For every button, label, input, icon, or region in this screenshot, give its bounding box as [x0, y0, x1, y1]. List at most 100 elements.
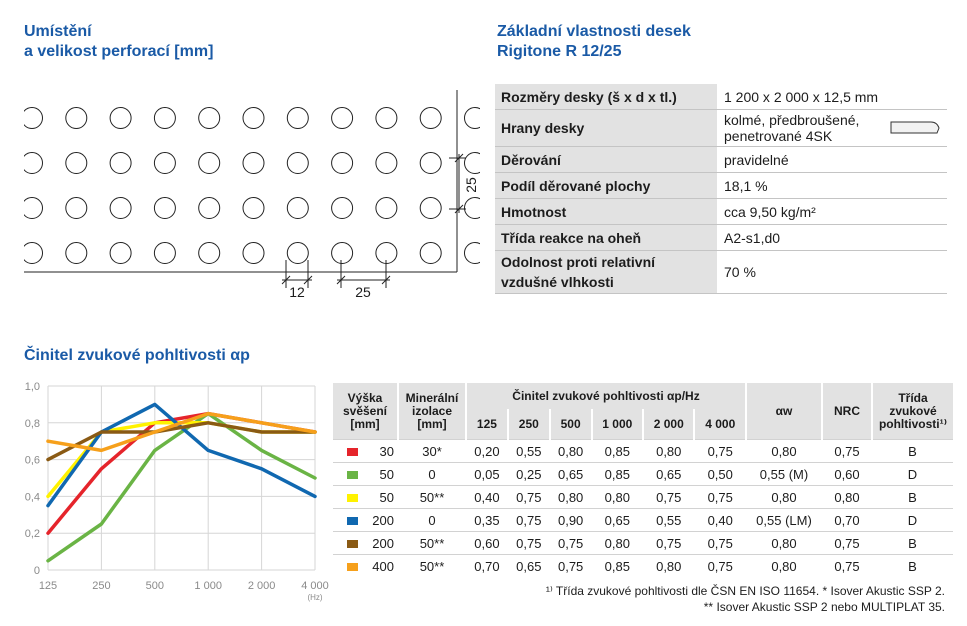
dim-h-tick-right — [381, 275, 391, 285]
height-cell: 50 — [333, 485, 398, 509]
absorption-value-cell: 0,65 — [549, 462, 592, 486]
perforation-hole — [464, 107, 480, 129]
perforation-heading-line-2: a velikost perforací [mm] — [24, 43, 214, 60]
freq-header: 2 000 — [643, 409, 696, 440]
insulation-header-line-3: [mm] — [417, 416, 447, 431]
perforation-hole — [331, 242, 354, 264]
property-row: Děrování pravidelné — [495, 146, 947, 173]
perforation-hole — [198, 242, 221, 264]
perforation-hole — [109, 197, 132, 219]
footnote-1: ¹⁾ Třída zvukové pohltivosti dle ČSN EN … — [545, 584, 945, 598]
height-cell: 50 — [333, 462, 398, 486]
absorption-value-cell: 0,55 — [507, 439, 550, 463]
series-line — [46, 411, 317, 563]
height-value: 200 — [372, 512, 394, 528]
freq-header: 500 — [549, 409, 593, 440]
perforation-hole — [65, 107, 88, 129]
nrc-cell: 0,60 — [822, 462, 872, 486]
absorption-value-cell: 0,25 — [507, 462, 550, 486]
edge-value-text: kolmé, předbroušené, penetrované 4SK — [724, 112, 859, 144]
perforation-hole — [65, 197, 88, 219]
perforation-hole — [286, 152, 309, 174]
class-header-line-2: zvukové — [889, 403, 937, 418]
chart-y-ticks: 0 0,2 0,4 0,6 0,8 1,0 — [25, 381, 40, 577]
perforation-diagram: 25 12 25 — [0, 90, 480, 300]
absorption-value-cell: 0,40 — [466, 485, 508, 509]
absorption-value-cell: 0,65 — [591, 508, 644, 532]
chart-heading: Činitel zvukové pohltivosti αp — [24, 346, 250, 366]
property-label-line-1: Odolnost proti relativní — [501, 254, 656, 270]
absorption-value-cell: 0,80 — [643, 439, 695, 463]
chart-heading-text: Činitel zvukové pohltivosti αp — [24, 347, 250, 364]
class-cell: B — [872, 531, 953, 555]
perforation-heading-line-1: Umístění — [24, 23, 92, 40]
height-value: 50 — [379, 466, 394, 482]
perforation-hole — [419, 152, 442, 174]
perforation-hole — [242, 152, 265, 174]
x-tick-label: 500 — [146, 580, 164, 592]
absorption-value-cell: 0,05 — [466, 462, 508, 486]
absorption-value-cell: 0,75 — [643, 485, 695, 509]
absorption-value-cell: 0,75 — [694, 531, 746, 555]
insulation-cell: 0 — [398, 462, 466, 486]
height-header-line-3: [mm] — [350, 416, 380, 431]
property-row: Rozměry desky (š x d x tl.) 1 200 x 2 00… — [495, 84, 947, 110]
insulation-header-line-2: izolace — [411, 403, 453, 418]
chart-grid — [47, 385, 316, 571]
perforation-hole — [286, 197, 309, 219]
perforation-hole — [464, 197, 480, 219]
property-row: Hrany desky kolmé, předbroušené, penetro… — [495, 109, 947, 147]
absorption-table: Výška svěšení [mm] Minerální izolace [mm… — [333, 383, 953, 577]
perforation-hole — [286, 107, 309, 129]
series-swatch — [347, 562, 358, 571]
absorption-group-header: Činitel zvukové pohltivosti αp/Hz — [466, 383, 747, 409]
perforation-hole — [286, 242, 309, 264]
nrc-cell: 0,75 — [822, 439, 872, 463]
insulation-cell: 50** — [398, 485, 466, 509]
absorption-value-cell: 0,85 — [591, 439, 644, 463]
series-swatch — [347, 447, 358, 456]
perforation-hole — [21, 242, 43, 264]
aw-cell: 0,80 — [746, 485, 822, 509]
perforation-hole — [331, 107, 354, 129]
dim-v-tick-top — [454, 153, 464, 163]
nrc-cell: 0,80 — [822, 485, 872, 509]
table-row: 50 0 0,05 0,25 0,65 0,85 0,65 0,50 0,55 (M) 0,60 D — [333, 462, 953, 486]
footnote-2: ** Isover Akustic SSP 2 nebo MULTIPLAT 3… — [703, 600, 945, 614]
property-row: Odolnost proti relativní vzdušné vlhkost… — [495, 250, 947, 294]
y-tick-label: 0,6 — [25, 455, 40, 467]
absorption-value-cell: 0,60 — [466, 531, 508, 555]
perforation-hole — [242, 107, 265, 129]
perforation-hole — [109, 152, 132, 174]
perforation-hole — [198, 197, 221, 219]
y-tick-label: 0 — [34, 565, 40, 577]
perforation-hole — [153, 107, 176, 129]
absorption-value-cell: 0,20 — [466, 439, 508, 463]
properties-heading-line-2: Rigitone R 12/25 — [497, 43, 622, 60]
perforation-hole — [153, 152, 176, 174]
aw-cell: 0,55 (M) — [746, 462, 822, 486]
freq-header: 250 — [507, 409, 551, 440]
diagram-left-clip — [0, 90, 24, 290]
nrc-cell: 0,75 — [822, 531, 872, 555]
dim-pitch-h-label: 25 — [355, 284, 371, 300]
x-tick-label: 1 000 — [194, 580, 222, 592]
series-swatch — [347, 539, 358, 548]
perforation-hole — [419, 242, 442, 264]
insulation-cell: 50** — [398, 554, 466, 577]
class-header-line-1: Třída — [898, 390, 928, 405]
insulation-header: Minerální izolace [mm] — [398, 383, 467, 440]
x-tick-label: 125 — [39, 580, 57, 592]
nrc-cell: 0,75 — [822, 554, 872, 577]
perforation-hole — [464, 242, 480, 264]
properties-table: Rozměry desky (š x d x tl.) 1 200 x 2 00… — [495, 84, 947, 294]
dim-d-tick-right — [303, 275, 313, 285]
property-value: pravidelné — [717, 146, 947, 173]
height-cell: 30 — [333, 439, 398, 463]
property-label: Děrování — [495, 146, 718, 173]
x-tick-label: 4 000 — [301, 580, 329, 592]
dim-pitch-v-label: 25 — [463, 177, 479, 193]
height-header-line-2: svěšení — [342, 403, 388, 418]
nrc-cell: 0,70 — [822, 508, 872, 532]
absorption-value-cell: 0,65 — [507, 554, 550, 577]
